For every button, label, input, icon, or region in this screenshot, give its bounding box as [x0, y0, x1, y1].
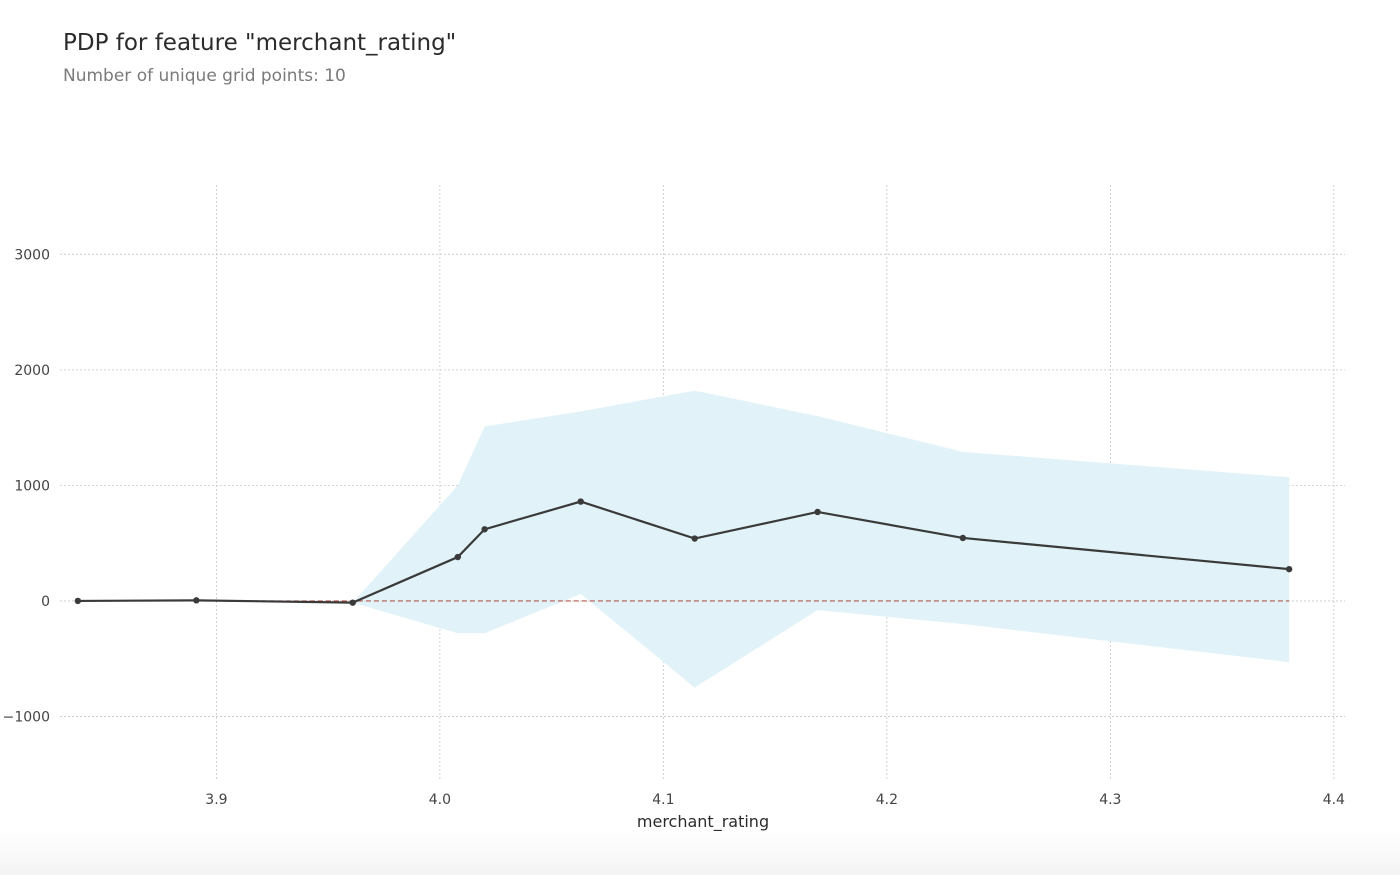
data-point — [74, 597, 82, 605]
pdp-line — [77, 500, 1290, 604]
x-tick-label: 4.4 — [1323, 792, 1345, 808]
chart-subtitle: Number of unique grid points: 10 — [63, 66, 346, 86]
data-point — [1285, 565, 1293, 573]
x-tick-label: 4.0 — [429, 792, 451, 808]
x-axis-label: merchant_rating — [637, 812, 769, 832]
confidence-band-layer — [77, 390, 1290, 688]
x-tick-label: 4.1 — [652, 792, 674, 808]
y-tick-labels: −1000 0 1000 2000 3000 — [3, 247, 50, 725]
confidence-band — [77, 390, 1290, 688]
x-tick-label: 4.2 — [876, 792, 898, 808]
data-point — [577, 498, 584, 505]
data-point — [959, 534, 967, 542]
data-point — [481, 526, 488, 533]
data-point — [454, 553, 461, 561]
data-point — [814, 508, 821, 516]
pdp-points-layer — [74, 498, 1293, 606]
chart-title: PDP for feature "merchant_rating" — [63, 30, 457, 56]
data-point — [193, 597, 200, 604]
data-point — [349, 599, 356, 606]
data-point — [691, 535, 698, 542]
y-tick-label: 2000 — [14, 363, 50, 379]
y-tick-label: 1000 — [14, 478, 50, 494]
x-tick-label: 4.3 — [1099, 792, 1121, 808]
y-tick-label: 0 — [41, 594, 50, 610]
x-tick-label: 3.9 — [205, 792, 227, 808]
pdp-line-layer — [77, 500, 1290, 604]
y-tick-label: −1000 — [3, 709, 50, 725]
x-tick-labels: 3.9 4.0 4.1 4.2 4.3 4.4 — [205, 792, 1345, 808]
bottom-fade — [0, 830, 1400, 875]
y-tick-label: 3000 — [14, 247, 50, 263]
